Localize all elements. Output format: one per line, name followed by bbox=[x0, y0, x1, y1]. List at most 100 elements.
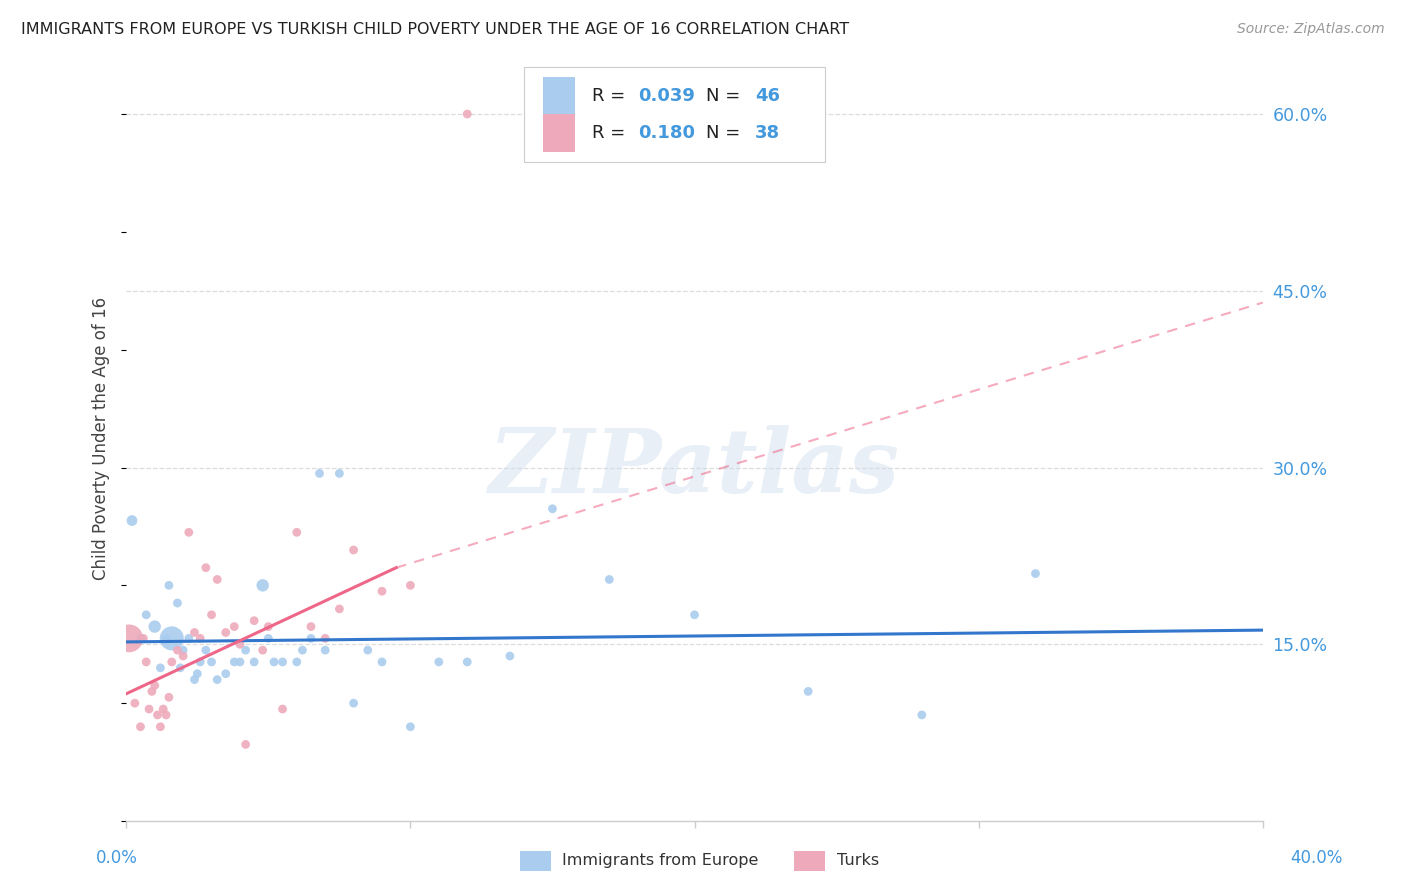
Text: 0.039: 0.039 bbox=[638, 87, 695, 104]
Point bbox=[172, 648, 194, 663]
Point bbox=[243, 614, 266, 628]
Point bbox=[188, 632, 211, 646]
Point bbox=[166, 596, 188, 610]
Point bbox=[285, 525, 308, 540]
Point bbox=[314, 643, 336, 657]
Point bbox=[186, 666, 208, 681]
Point bbox=[357, 643, 380, 657]
Point bbox=[166, 643, 188, 657]
Point bbox=[205, 573, 228, 587]
Point bbox=[143, 678, 166, 692]
Point bbox=[271, 702, 294, 716]
Point bbox=[541, 501, 564, 516]
Point bbox=[399, 578, 422, 592]
Point bbox=[188, 655, 211, 669]
Point bbox=[149, 720, 172, 734]
Point bbox=[328, 467, 350, 481]
Point bbox=[155, 708, 177, 723]
Y-axis label: Child Poverty Under the Age of 16: Child Poverty Under the Age of 16 bbox=[93, 296, 110, 580]
Point bbox=[342, 543, 364, 558]
Point bbox=[252, 578, 274, 592]
Point bbox=[135, 655, 157, 669]
Text: IMMIGRANTS FROM EUROPE VS TURKISH CHILD POVERTY UNDER THE AGE OF 16 CORRELATION : IMMIGRANTS FROM EUROPE VS TURKISH CHILD … bbox=[21, 22, 849, 37]
Point bbox=[291, 643, 314, 657]
Text: 40.0%: 40.0% bbox=[1291, 849, 1343, 867]
Point bbox=[194, 560, 217, 574]
Point bbox=[797, 684, 820, 698]
Text: 46: 46 bbox=[755, 87, 780, 104]
Text: ZIPatlas: ZIPatlas bbox=[489, 425, 900, 512]
Point bbox=[263, 655, 285, 669]
Text: R =: R = bbox=[592, 124, 631, 142]
Text: 0.0%: 0.0% bbox=[96, 849, 138, 867]
Text: N =: N = bbox=[706, 87, 747, 104]
Text: N =: N = bbox=[706, 124, 747, 142]
Text: Source: ZipAtlas.com: Source: ZipAtlas.com bbox=[1237, 22, 1385, 37]
Point bbox=[129, 632, 152, 646]
Point bbox=[271, 655, 294, 669]
Point bbox=[224, 655, 246, 669]
Point bbox=[235, 738, 257, 752]
Point bbox=[342, 696, 364, 710]
Point bbox=[183, 625, 205, 640]
Point bbox=[299, 619, 322, 633]
Point bbox=[132, 632, 155, 646]
Point bbox=[129, 720, 152, 734]
Point bbox=[598, 573, 620, 587]
FancyBboxPatch shape bbox=[543, 114, 575, 153]
Point bbox=[157, 578, 180, 592]
Point bbox=[157, 690, 180, 705]
Point bbox=[252, 643, 274, 657]
Point bbox=[911, 708, 934, 723]
Point bbox=[683, 607, 706, 622]
Point bbox=[1024, 566, 1046, 581]
Point bbox=[155, 632, 177, 646]
Point bbox=[124, 696, 146, 710]
Point bbox=[205, 673, 228, 687]
Point bbox=[215, 625, 238, 640]
Text: Immigrants from Europe: Immigrants from Europe bbox=[562, 854, 759, 868]
Point bbox=[215, 666, 238, 681]
Point bbox=[141, 684, 163, 698]
Point bbox=[135, 607, 157, 622]
Point bbox=[149, 661, 172, 675]
Point bbox=[169, 661, 191, 675]
Point bbox=[194, 643, 217, 657]
Point bbox=[257, 632, 280, 646]
Point bbox=[200, 607, 222, 622]
Point bbox=[499, 648, 522, 663]
Point bbox=[399, 720, 422, 734]
Point bbox=[371, 655, 394, 669]
Point bbox=[243, 655, 266, 669]
Point bbox=[235, 643, 257, 657]
Point bbox=[371, 584, 394, 599]
Point bbox=[308, 467, 330, 481]
Point bbox=[118, 632, 141, 646]
Point bbox=[427, 655, 450, 669]
Point bbox=[146, 708, 169, 723]
FancyBboxPatch shape bbox=[543, 77, 575, 115]
Point bbox=[160, 632, 183, 646]
Text: 38: 38 bbox=[755, 124, 780, 142]
Text: R =: R = bbox=[592, 87, 631, 104]
Text: 0.180: 0.180 bbox=[638, 124, 695, 142]
Point bbox=[456, 107, 478, 121]
Point bbox=[160, 655, 183, 669]
Point bbox=[121, 514, 143, 528]
Point bbox=[224, 619, 246, 633]
Point bbox=[299, 632, 322, 646]
Point bbox=[177, 632, 200, 646]
Point bbox=[152, 702, 174, 716]
FancyBboxPatch shape bbox=[524, 67, 825, 162]
Point bbox=[229, 637, 252, 651]
Point bbox=[328, 602, 350, 616]
Point bbox=[143, 619, 166, 633]
Point bbox=[183, 673, 205, 687]
Text: Turks: Turks bbox=[837, 854, 879, 868]
Point bbox=[172, 643, 194, 657]
Point bbox=[285, 655, 308, 669]
Point bbox=[138, 702, 160, 716]
Point bbox=[257, 619, 280, 633]
Point bbox=[456, 655, 478, 669]
Point bbox=[200, 655, 222, 669]
